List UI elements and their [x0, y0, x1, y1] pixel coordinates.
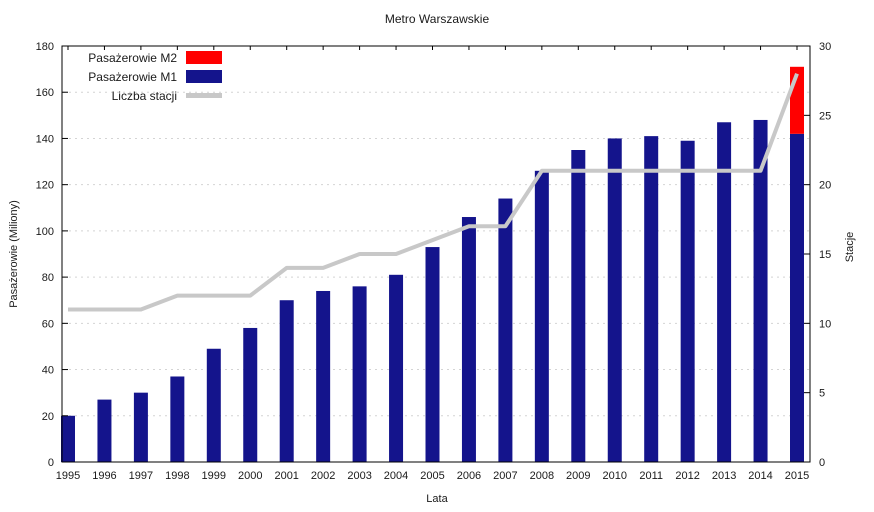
- bar-m1-2009: [571, 150, 586, 462]
- bar-m1-2005: [425, 247, 440, 462]
- left-tick-label: 180: [36, 41, 54, 53]
- x-tick-label: 1996: [92, 470, 116, 482]
- x-tick-label: 2004: [384, 470, 408, 482]
- bar-m1-2010: [607, 138, 622, 462]
- left-axis-label: Pasażerowie (Miliony): [8, 200, 20, 308]
- right-tick-label: 0: [819, 457, 825, 469]
- bar-m1-1999: [206, 348, 221, 462]
- stations-line: [68, 73, 799, 312]
- right-axis-label: Stacje: [844, 231, 856, 263]
- legend-swatch-m2: [186, 51, 222, 64]
- x-tick-label: 2013: [712, 470, 736, 482]
- x-tick-label: 2014: [748, 470, 772, 482]
- x-tick-label: 1998: [165, 470, 189, 482]
- right-tick-label: 10: [819, 318, 831, 330]
- left-tick-label: 40: [42, 365, 54, 377]
- legend-item-m2: Pasażerowie M2: [55, 50, 222, 65]
- left-tick-label: 100: [36, 226, 54, 238]
- right-tick-label: 5: [819, 388, 825, 400]
- bar-m1-1995: [61, 415, 75, 462]
- chart-legend: Pasażerowie M2 Pasażerowie M1 Liczba sta…: [55, 50, 222, 103]
- bar-m1-2006: [461, 217, 476, 462]
- right-tick-label: 30: [819, 41, 831, 53]
- right-tick-label: 20: [819, 180, 831, 192]
- x-tick-label: 2009: [566, 470, 590, 482]
- legend-label-stations: Liczba stacji: [111, 88, 177, 103]
- x-tick-label: 2003: [347, 470, 371, 482]
- bar-m1-2011: [644, 136, 659, 462]
- bar-m1-2014: [753, 119, 768, 462]
- right-tick-label: 15: [819, 249, 831, 261]
- x-tick-label: 2012: [675, 470, 699, 482]
- bar-m1-2000: [243, 327, 258, 462]
- left-tick-label: 160: [36, 87, 54, 99]
- x-tick-label: 1999: [202, 470, 226, 482]
- bar-m1-1997: [133, 392, 148, 462]
- legend-item-m1: Pasażerowie M1: [55, 69, 222, 84]
- chart-title: Metro Warszawskie: [384, 12, 490, 26]
- x-axis-label: Lata: [426, 493, 448, 505]
- bar-m1-2003: [352, 286, 367, 462]
- x-tick-label: 2000: [238, 470, 262, 482]
- legend-label-m2: Pasażerowie M2: [88, 50, 177, 65]
- x-tick-label: 2015: [785, 470, 809, 482]
- bar-m1-2007: [498, 198, 513, 463]
- left-tick-label: 140: [36, 133, 54, 145]
- x-tick-label: 2001: [274, 470, 298, 482]
- bar-m1-2012: [680, 140, 695, 462]
- bar-m1-2001: [279, 300, 294, 462]
- bar-m1-2004: [389, 274, 404, 462]
- x-tick-label: 1995: [56, 470, 80, 482]
- left-tick-label: 20: [42, 411, 54, 423]
- bar-m1-2002: [316, 290, 331, 462]
- x-tick-label: 1997: [129, 470, 153, 482]
- legend-swatch-stations-line: [186, 93, 222, 98]
- bar-m1-1996: [97, 399, 112, 462]
- x-tick-label: 2011: [639, 470, 663, 482]
- bar-m1-2015: [790, 133, 804, 463]
- bar-m1-2013: [717, 122, 732, 463]
- x-tick-label: 2006: [457, 470, 481, 482]
- right-tick-label: 25: [819, 110, 831, 122]
- left-tick-label: 0: [48, 457, 54, 469]
- x-tick-label: 2010: [603, 470, 627, 482]
- bar-m1-2008: [534, 170, 549, 463]
- legend-label-m1: Pasażerowie M1: [88, 69, 177, 84]
- x-tick-label: 2007: [493, 470, 517, 482]
- left-tick-label: 80: [42, 272, 54, 284]
- x-tick-label: 2008: [530, 470, 554, 482]
- x-tick-label: 2002: [311, 470, 335, 482]
- x-tick-label: 2005: [420, 470, 444, 482]
- bar-m1-1998: [170, 376, 185, 462]
- legend-swatch-m1: [186, 70, 222, 83]
- left-tick-label: 120: [36, 180, 54, 192]
- left-tick-label: 60: [42, 318, 54, 330]
- legend-item-stations: Liczba stacji: [55, 88, 222, 103]
